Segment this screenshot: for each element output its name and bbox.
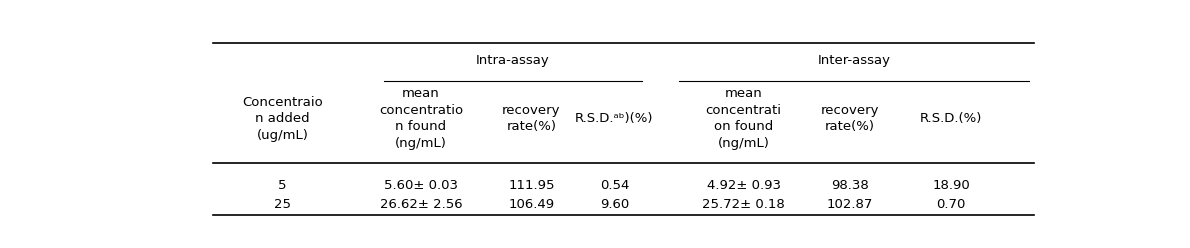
Text: Inter-assay: Inter-assay [818,54,891,67]
Text: 9.60: 9.60 [600,198,630,211]
Text: 25.72± 0.18: 25.72± 0.18 [702,198,785,211]
Text: 25: 25 [274,198,292,211]
Text: 0.70: 0.70 [937,198,966,211]
Text: Concentraio
n added
(ug/mL): Concentraio n added (ug/mL) [242,95,322,142]
Text: 26.62± 2.56: 26.62± 2.56 [380,198,462,211]
Text: 98.38: 98.38 [831,179,869,192]
Text: 111.95: 111.95 [508,179,555,192]
Text: mean
concentratio
n found
(ng/mL): mean concentratio n found (ng/mL) [378,87,463,150]
Text: 5.60± 0.03: 5.60± 0.03 [384,179,458,192]
Text: recovery
rate(%): recovery rate(%) [820,104,879,133]
Text: mean
concentrati
on found
(ng/mL): mean concentrati on found (ng/mL) [706,87,782,150]
Text: R.S.D.(%): R.S.D.(%) [920,112,982,125]
Text: 5: 5 [278,179,287,192]
Text: 106.49: 106.49 [508,198,555,211]
Text: R.S.D.ᵃᵇ)(%): R.S.D.ᵃᵇ)(%) [575,112,653,125]
Text: Intra-assay: Intra-assay [476,54,550,67]
Text: 102.87: 102.87 [827,198,872,211]
Text: 4.92± 0.93: 4.92± 0.93 [707,179,781,192]
Text: 0.54: 0.54 [600,179,630,192]
Text: recovery
rate(%): recovery rate(%) [502,104,560,133]
Text: 18.90: 18.90 [932,179,970,192]
